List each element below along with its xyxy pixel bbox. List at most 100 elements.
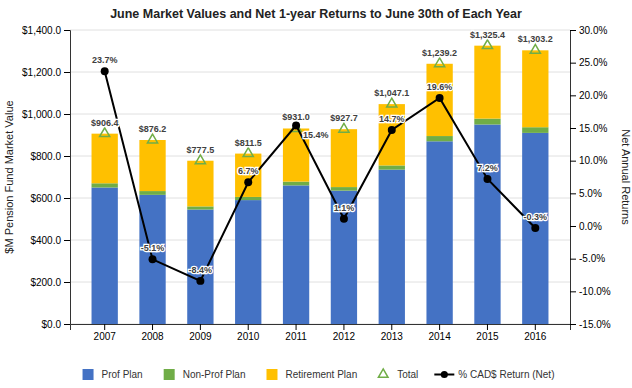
tick: 2008 (141, 324, 164, 342)
tick-label: 0.0% (579, 221, 602, 232)
tick-mark (104, 324, 105, 330)
tick-label: 2011 (285, 331, 307, 342)
tick: 5.0% (570, 188, 602, 199)
bar (379, 165, 405, 169)
tick-label: $1,200.0 (22, 67, 61, 78)
data-label: 15.4% (303, 130, 329, 140)
axis-line (71, 325, 571, 331)
tick: 2010 (237, 324, 260, 342)
tick-label: $200.0 (30, 277, 61, 288)
bar (139, 140, 165, 191)
tick-mark (64, 198, 70, 199)
data-label: $931.0 (282, 112, 310, 122)
tick-mark (391, 324, 392, 330)
chart: $906.4$876.2$777.5$811.5$931.0$927.7$1,0… (0, 0, 632, 388)
bar (426, 136, 452, 141)
data-label: $906.4 (91, 118, 119, 128)
tick-mark (535, 324, 536, 330)
tick-label: -5.0% (579, 253, 605, 264)
tick: $1,200.0 (22, 67, 70, 78)
tick: 2016 (524, 324, 547, 342)
tick-mark (570, 63, 576, 64)
data-label: 7.2% (477, 163, 498, 173)
marker (339, 123, 349, 132)
legend-swatch (441, 371, 448, 378)
bar (379, 170, 405, 324)
axis-line (64, 31, 71, 325)
data-label: 19.6% (427, 82, 453, 92)
title: June Market Values and Net 1-year Return… (110, 7, 522, 21)
tick-label: 2014 (428, 331, 451, 342)
legend-item: Prof Plan (83, 369, 143, 380)
legend-swatch (83, 369, 94, 380)
marker (147, 134, 157, 143)
tick-mark (570, 193, 576, 194)
bar (474, 125, 500, 325)
marker (483, 175, 491, 183)
tick-label: 2016 (524, 331, 547, 342)
y-axis-title: $M Pension Fund Market Value (3, 100, 15, 253)
legend-swatch (164, 369, 175, 380)
tick: 2007 (94, 324, 117, 342)
data-label: $927.7 (330, 113, 358, 123)
marker (436, 94, 444, 102)
tick-label: 2009 (189, 331, 212, 342)
tick-mark (296, 324, 297, 330)
bar (92, 183, 118, 187)
grid (70, 30, 570, 324)
marker (195, 155, 205, 164)
tick: 20.0% (570, 90, 607, 101)
bar (331, 129, 357, 187)
tick: 30.0% (570, 25, 607, 36)
data-label: 23.7% (92, 55, 118, 65)
bar-series (92, 125, 549, 325)
marker (530, 44, 540, 53)
tick: 2009 (189, 324, 212, 342)
data-label: -5.1% (141, 243, 165, 253)
tick-mark (570, 324, 576, 325)
bar (522, 127, 548, 133)
tick-mark (64, 240, 70, 241)
data-label: $1,325.4 (470, 30, 505, 40)
tick: 2011 (285, 324, 307, 342)
tick-label: 25.0% (579, 57, 607, 68)
scatter-series (100, 40, 541, 164)
tick: 2012 (333, 324, 356, 342)
tick-label: $400.0 (30, 235, 61, 246)
marker (244, 178, 252, 186)
y2-axis-title: Net Annual Returns (620, 129, 632, 225)
bar (187, 210, 213, 324)
marker (243, 148, 253, 157)
tick-label: 2007 (94, 331, 117, 342)
bar-series (92, 46, 549, 207)
tick: 0.0% (570, 221, 602, 232)
data-label: 1.1% (334, 203, 355, 213)
tick-label: 2010 (237, 331, 260, 342)
bar (283, 185, 309, 324)
bar (426, 64, 452, 136)
tick-mark (343, 324, 344, 330)
tick-mark (64, 324, 70, 325)
tick: $1,000.0 (22, 109, 70, 120)
marker (435, 58, 445, 67)
tick-mark (570, 128, 576, 129)
data-label: -0.3% (524, 212, 548, 222)
tick-label: 2008 (141, 331, 164, 342)
data-label: $876.2 (139, 124, 167, 134)
tick-label: 5.0% (579, 188, 602, 199)
axis-line (571, 31, 577, 325)
tick-label: $0.0 (42, 319, 62, 330)
tick-label: $800.0 (30, 151, 61, 162)
tick-mark (248, 324, 249, 330)
marker (149, 255, 157, 263)
tick-label: $1,000.0 (22, 109, 61, 120)
line (105, 71, 536, 281)
marker (531, 224, 539, 232)
bar (139, 195, 165, 324)
bar (235, 154, 261, 197)
legend-item: Retirement Plan (266, 369, 357, 380)
tick-label: 30.0% (579, 25, 607, 36)
bar (522, 133, 548, 324)
tick-mark (64, 282, 70, 283)
tick-mark (570, 226, 576, 227)
